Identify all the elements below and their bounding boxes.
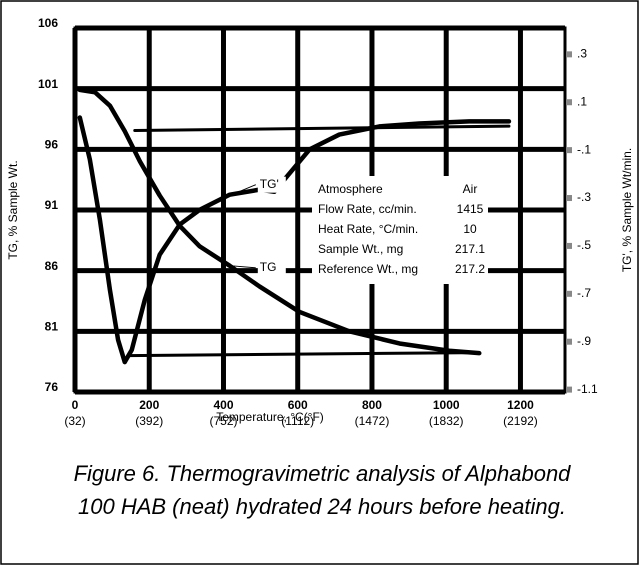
y-axis-label: TG, % Sample Wt. xyxy=(6,160,20,259)
x-tick-label: 600 xyxy=(288,398,308,412)
y2-tick-label: -.3 xyxy=(577,190,591,204)
x-tick-sublabel: (32) xyxy=(64,414,85,428)
y2-tick-mark xyxy=(566,290,572,297)
caption: Figure 6. Thermogravimetric analysis of … xyxy=(74,461,572,486)
y2-tick-label: .3 xyxy=(577,47,587,61)
y2-tick-label: -.7 xyxy=(577,286,591,300)
y2-tick-mark xyxy=(566,195,572,202)
y-tick-label: 91 xyxy=(45,198,59,212)
info-value: 217.1 xyxy=(455,242,485,256)
x-tick-sublabel: (752) xyxy=(209,414,237,428)
y-tick-label: 86 xyxy=(45,259,59,273)
y2-tick-label: -1.1 xyxy=(577,382,598,396)
x-tick-label: 400 xyxy=(213,398,233,412)
y-tick-label: 101 xyxy=(38,77,58,91)
x-tick-sublabel: (1112) xyxy=(281,414,314,428)
caption: 100 HAB (neat) hydrated 24 hours before … xyxy=(78,494,566,519)
y2-tick-mark xyxy=(566,338,572,345)
info-value: 217.2 xyxy=(455,262,485,276)
info-value: 1415 xyxy=(457,202,484,216)
x-tick-sublabel: (2192) xyxy=(503,414,538,428)
y2-tick-label: -.9 xyxy=(577,334,591,348)
x-tick-label: 200 xyxy=(139,398,159,412)
info-value: 10 xyxy=(463,222,477,236)
y-tick-label: 106 xyxy=(38,16,58,30)
info-label: Heat Rate, °C/min. xyxy=(318,222,418,236)
y2-tick-mark xyxy=(566,242,572,249)
y2-tick-mark xyxy=(566,51,572,58)
y-tick-label: 76 xyxy=(45,380,59,394)
y2-tick-label: -.1 xyxy=(577,142,591,156)
info-label: Sample Wt., mg xyxy=(318,242,403,256)
label-bg xyxy=(257,176,286,193)
label-leader xyxy=(231,265,256,269)
y2-axis-label: TG', % Sample Wt/min. xyxy=(620,148,634,272)
series-label: TG' xyxy=(260,177,279,191)
y2-tick-mark xyxy=(566,386,572,393)
y2-tick-label: -.5 xyxy=(577,238,591,252)
label-bg xyxy=(257,259,286,276)
x-tick-label: 1000 xyxy=(433,398,460,412)
y2-tick-mark xyxy=(566,147,572,154)
y2-tick-mark xyxy=(566,99,572,106)
x-axis-label: Temperature, °C(°F) xyxy=(216,410,324,424)
info-value: Air xyxy=(463,182,478,196)
y-tick-label: 96 xyxy=(45,138,59,152)
series-line xyxy=(126,351,481,358)
x-tick-label: 800 xyxy=(362,398,382,412)
info-label: Reference Wt., mg xyxy=(318,262,418,276)
x-tick-sublabel: (1472) xyxy=(355,414,390,428)
x-tick-label: 0 xyxy=(72,398,79,412)
x-tick-sublabel: (392) xyxy=(135,414,163,428)
y-tick-label: 81 xyxy=(45,320,59,334)
series-line xyxy=(133,124,511,132)
series-line xyxy=(77,87,482,356)
info-label: Atmosphere xyxy=(318,182,383,196)
label-leader xyxy=(231,184,256,196)
info-label: Flow Rate, cc/min. xyxy=(318,202,417,216)
x-tick-label: 1200 xyxy=(507,398,534,412)
series-label: TG xyxy=(260,260,277,274)
x-tick-sublabel: (1832) xyxy=(429,414,464,428)
info-box xyxy=(312,176,488,284)
y2-tick-label: .1 xyxy=(577,94,587,108)
